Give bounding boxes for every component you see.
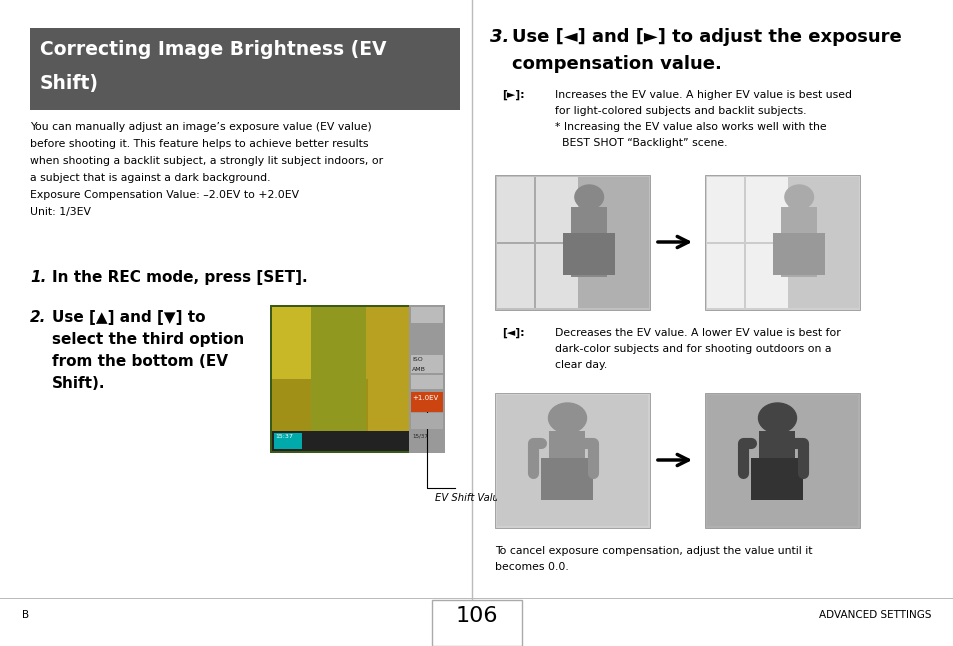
Bar xyxy=(562,233,615,275)
Bar xyxy=(272,431,409,451)
Bar xyxy=(270,305,444,453)
Bar xyxy=(495,175,649,310)
Bar xyxy=(411,307,442,323)
Text: AMB: AMB xyxy=(412,367,425,372)
Bar xyxy=(311,307,366,451)
Ellipse shape xyxy=(575,185,603,209)
Text: 15/37: 15/37 xyxy=(412,433,428,438)
Bar xyxy=(571,207,606,277)
Text: becomes 0.0.: becomes 0.0. xyxy=(495,562,568,572)
Text: 1.: 1. xyxy=(30,270,47,285)
Text: from the bottom (EV: from the bottom (EV xyxy=(52,354,228,369)
Bar xyxy=(781,207,817,277)
Bar xyxy=(706,242,787,244)
Text: 2.: 2. xyxy=(30,310,47,325)
Text: You can manually adjust an image’s exposure value (EV value): You can manually adjust an image’s expos… xyxy=(30,122,372,132)
Text: Correcting Image Brightness (EV: Correcting Image Brightness (EV xyxy=(40,40,386,59)
Bar xyxy=(704,393,859,528)
Text: [◄]:: [◄]: xyxy=(501,328,524,339)
Text: ISO: ISO xyxy=(412,357,422,362)
Bar xyxy=(772,233,824,275)
Text: dark-color subjects and for shooting outdoors on a: dark-color subjects and for shooting out… xyxy=(555,344,831,354)
Text: clear day.: clear day. xyxy=(555,360,607,370)
Bar xyxy=(272,307,354,379)
Bar xyxy=(30,28,459,110)
Text: compensation value.: compensation value. xyxy=(512,55,721,73)
Bar xyxy=(533,177,536,308)
Text: Unit: 1/3EV: Unit: 1/3EV xyxy=(30,207,91,217)
Bar xyxy=(411,392,442,412)
Bar xyxy=(411,355,442,373)
Ellipse shape xyxy=(784,185,813,209)
Bar xyxy=(497,395,647,526)
Text: Decreases the EV value. A lower EV value is best for: Decreases the EV value. A lower EV value… xyxy=(555,328,840,338)
Bar xyxy=(409,305,444,453)
Ellipse shape xyxy=(758,403,796,433)
Bar xyxy=(272,379,368,451)
Ellipse shape xyxy=(548,403,586,433)
Text: B: B xyxy=(22,610,30,620)
Bar xyxy=(495,393,649,528)
Text: EV Shift Value: EV Shift Value xyxy=(435,493,504,503)
Text: select the third option: select the third option xyxy=(52,332,244,347)
Text: +1.0EV: +1.0EV xyxy=(412,395,437,401)
Text: 3.: 3. xyxy=(490,28,509,46)
Bar xyxy=(787,177,858,308)
Text: Shift): Shift) xyxy=(40,74,99,93)
Text: Use [◄] and [►] to adjust the exposure: Use [◄] and [►] to adjust the exposure xyxy=(512,28,901,46)
Text: [►]:: [►]: xyxy=(501,90,524,100)
Bar xyxy=(743,177,745,308)
Text: BEST SHOT “Backlight” scene.: BEST SHOT “Backlight” scene. xyxy=(555,138,727,148)
Bar xyxy=(411,413,442,429)
Text: 15:37: 15:37 xyxy=(274,434,293,439)
Text: 106: 106 xyxy=(456,606,497,626)
Bar xyxy=(577,177,648,308)
Bar xyxy=(272,307,409,451)
Bar xyxy=(497,242,577,244)
Text: a subject that is against a dark background.: a subject that is against a dark backgro… xyxy=(30,173,271,183)
Bar xyxy=(0,598,953,599)
Bar xyxy=(541,458,593,500)
Bar xyxy=(751,458,802,500)
Text: when shooting a backlit subject, a strongly lit subject indoors, or: when shooting a backlit subject, a stron… xyxy=(30,156,383,166)
Text: ADVANCED SETTINGS: ADVANCED SETTINGS xyxy=(819,610,931,620)
Bar xyxy=(759,431,795,486)
Bar xyxy=(549,431,585,486)
Text: Use [▲] and [▼] to: Use [▲] and [▼] to xyxy=(52,310,205,325)
Bar xyxy=(274,433,302,449)
Text: Shift).: Shift). xyxy=(52,376,106,391)
Text: Exposure Compensation Value: –2.0EV to +2.0EV: Exposure Compensation Value: –2.0EV to +… xyxy=(30,190,299,200)
Bar xyxy=(411,375,442,389)
Bar xyxy=(706,395,857,526)
Bar xyxy=(432,600,521,646)
Text: * Increasing the EV value also works well with the: * Increasing the EV value also works wel… xyxy=(555,122,825,132)
Bar xyxy=(706,177,787,308)
Text: In the REC mode, press [SET].: In the REC mode, press [SET]. xyxy=(52,270,307,285)
Bar xyxy=(704,175,859,310)
Text: before shooting it. This feature helps to achieve better results: before shooting it. This feature helps t… xyxy=(30,139,368,149)
Text: Increases the EV value. A higher EV value is best used: Increases the EV value. A higher EV valu… xyxy=(555,90,851,100)
Bar xyxy=(497,177,577,308)
Text: To cancel exposure compensation, adjust the value until it: To cancel exposure compensation, adjust … xyxy=(495,546,812,556)
Text: for light-colored subjects and backlit subjects.: for light-colored subjects and backlit s… xyxy=(555,106,805,116)
